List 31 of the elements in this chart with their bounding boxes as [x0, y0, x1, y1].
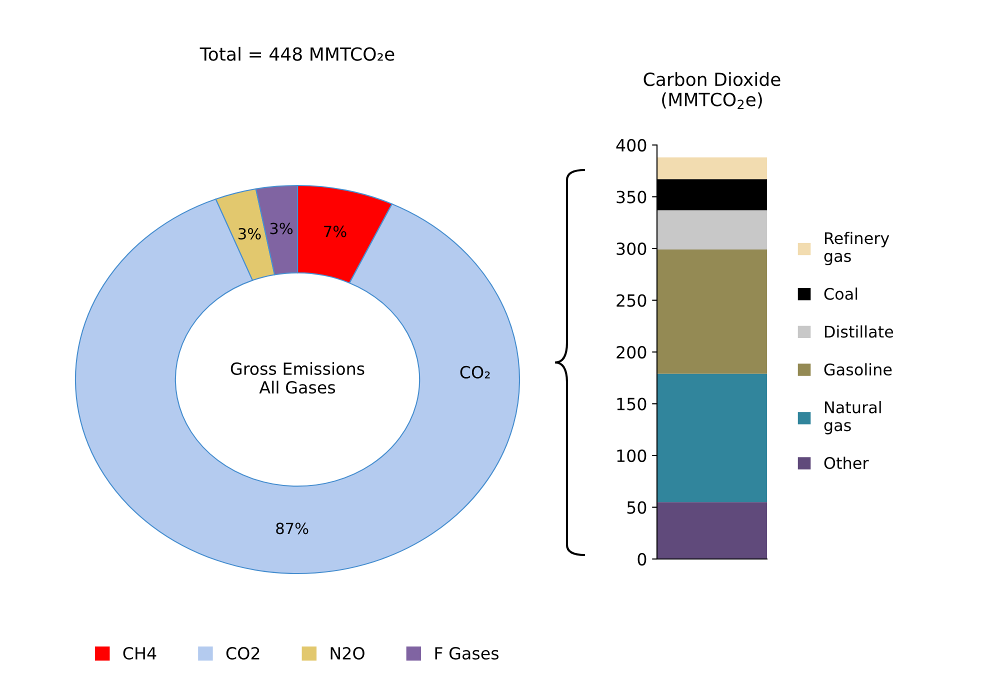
bar	[657, 157, 767, 180]
text: CO₂	[460, 366, 490, 379]
legend-label: Refinery gas	[824, 232, 890, 266]
data-label: 87%	[276, 522, 308, 534]
legend-label: Coal	[824, 288, 858, 300]
legend-label: Natural gas	[824, 401, 881, 434]
y-tick-label: 300	[616, 242, 646, 256]
legend-label: Gasoline	[824, 363, 892, 376]
legend-label: Distillate	[825, 325, 894, 338]
bar	[657, 250, 767, 374]
y-tick-label: 0	[638, 552, 646, 566]
y-tick-label: 100	[617, 449, 646, 462]
legend-label: Other	[824, 456, 869, 470]
chart-title: Total = 448 MMTCO₂e	[200, 46, 394, 61]
bar	[657, 374, 767, 502]
y-tick-label: 350	[616, 190, 646, 204]
y-tick-label: 400	[616, 138, 646, 152]
data-label: 7%	[324, 226, 346, 238]
legend-label: CH4	[123, 646, 156, 660]
y-tick-label: 250	[616, 294, 646, 307]
y-tick-label: 50	[627, 501, 646, 514]
y-tick-label: 200	[616, 346, 646, 359]
bar	[657, 210, 767, 250]
data-label: 3%	[270, 222, 293, 234]
data-label: 3%	[238, 228, 261, 240]
legend-label: F Gases	[435, 646, 499, 660]
chart-title: Carbon Dioxide (MMTCO$_{2}$e)	[644, 72, 780, 110]
legend-label: N2O	[330, 646, 364, 660]
text: Gross Emissions All Gases	[230, 362, 364, 394]
y-tick-label: 150	[617, 398, 646, 410]
legend-label: CO2	[226, 646, 260, 660]
